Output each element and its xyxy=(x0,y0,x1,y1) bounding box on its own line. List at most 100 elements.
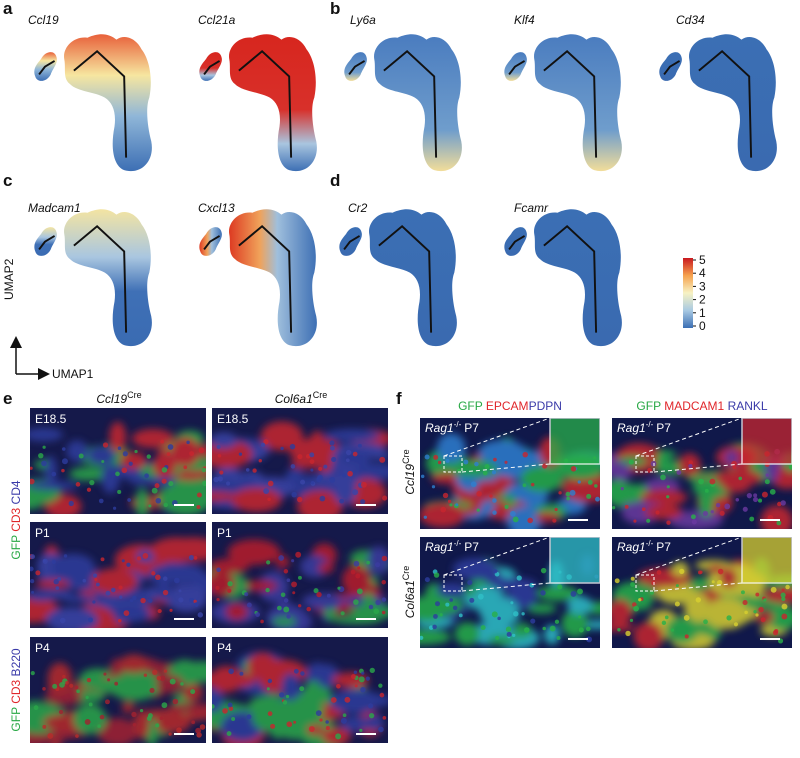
stain-blob xyxy=(166,537,206,562)
cells xyxy=(213,439,388,505)
cell xyxy=(375,599,381,606)
cell xyxy=(738,476,743,481)
cell xyxy=(549,625,556,632)
cell xyxy=(463,459,469,465)
gene-name: Klf4 xyxy=(514,13,535,27)
cell xyxy=(155,723,160,728)
cell xyxy=(369,713,375,719)
cell xyxy=(717,568,724,575)
cell xyxy=(42,687,46,691)
cell xyxy=(630,582,635,587)
cell xyxy=(87,617,93,623)
cell xyxy=(280,446,284,451)
stain-blob xyxy=(506,506,542,529)
cell xyxy=(216,444,221,449)
stain-header: GFP MADCAM1 RANKL xyxy=(636,399,767,413)
cell xyxy=(143,673,148,677)
cell xyxy=(542,626,546,631)
text-part: CD3 xyxy=(9,679,23,703)
stain-blob xyxy=(612,479,630,507)
genotype-label: Rag1-/- P7 xyxy=(617,539,671,554)
cell xyxy=(424,454,430,460)
stain-blob xyxy=(644,504,683,520)
cell xyxy=(283,606,290,613)
cell xyxy=(156,676,162,681)
cell xyxy=(504,460,508,464)
stain-blob xyxy=(231,487,282,513)
cell xyxy=(105,699,110,705)
cell xyxy=(279,692,285,698)
cell xyxy=(33,705,39,711)
cell xyxy=(698,478,704,485)
stain-blob xyxy=(512,622,532,639)
column-header: Ccl19Cre xyxy=(96,390,141,406)
cell xyxy=(286,721,293,728)
panel-label: f xyxy=(396,389,402,408)
micrograph xyxy=(30,637,206,743)
cell xyxy=(578,627,584,633)
cell xyxy=(355,573,361,579)
superscript: -/- xyxy=(646,420,654,429)
stain-blob xyxy=(145,586,158,602)
cell xyxy=(245,468,250,472)
cell xyxy=(368,604,374,610)
cell xyxy=(263,439,269,445)
cell xyxy=(147,713,153,719)
cell xyxy=(360,481,367,488)
cell xyxy=(480,625,486,631)
gene: Rag1 xyxy=(425,421,454,435)
stain-blob xyxy=(157,482,206,514)
cell xyxy=(530,618,536,624)
cell xyxy=(506,631,512,637)
cell xyxy=(630,576,635,581)
stain-blob xyxy=(302,593,344,610)
cell xyxy=(445,602,450,607)
stain-blob xyxy=(324,428,381,442)
cell xyxy=(595,496,600,502)
cell xyxy=(510,510,516,517)
cell xyxy=(760,617,766,623)
cell xyxy=(420,474,425,479)
cell xyxy=(755,613,759,617)
umap-plot xyxy=(503,208,623,348)
cell xyxy=(283,569,289,574)
cell xyxy=(169,678,176,685)
cell xyxy=(183,465,188,470)
cell xyxy=(585,626,591,632)
cell xyxy=(655,510,660,515)
gene-name: Ly6a xyxy=(350,13,376,27)
cell xyxy=(347,470,353,477)
cell xyxy=(420,635,424,640)
cell xyxy=(162,576,168,581)
text-part: GFP xyxy=(9,535,23,560)
cell xyxy=(505,626,512,632)
cell xyxy=(202,480,206,487)
stain-header: GFP EPCAMPDPN xyxy=(458,399,562,413)
stain-blob xyxy=(62,594,95,603)
zoom-inset xyxy=(741,417,793,465)
cell xyxy=(105,590,111,596)
stain-blob xyxy=(35,579,70,589)
cell xyxy=(134,449,138,454)
stain-blob xyxy=(101,463,120,494)
text-part: RANKL xyxy=(728,399,768,413)
cell xyxy=(331,456,337,463)
zoom-inset xyxy=(549,536,601,584)
cell xyxy=(65,680,69,685)
stage-label: E18.5 xyxy=(35,412,67,426)
cell xyxy=(161,467,168,473)
cell xyxy=(379,456,386,463)
cell xyxy=(633,605,639,612)
stain-blob xyxy=(182,661,206,683)
cell xyxy=(201,467,206,473)
cell xyxy=(100,557,105,562)
cell xyxy=(55,586,60,590)
cell xyxy=(586,493,592,499)
cell xyxy=(155,497,162,504)
stain-blob xyxy=(30,481,79,490)
cell xyxy=(123,610,130,616)
cell xyxy=(449,503,453,507)
cell xyxy=(497,616,501,621)
text-part: MADCAM1 xyxy=(664,399,724,413)
cell xyxy=(61,458,68,465)
